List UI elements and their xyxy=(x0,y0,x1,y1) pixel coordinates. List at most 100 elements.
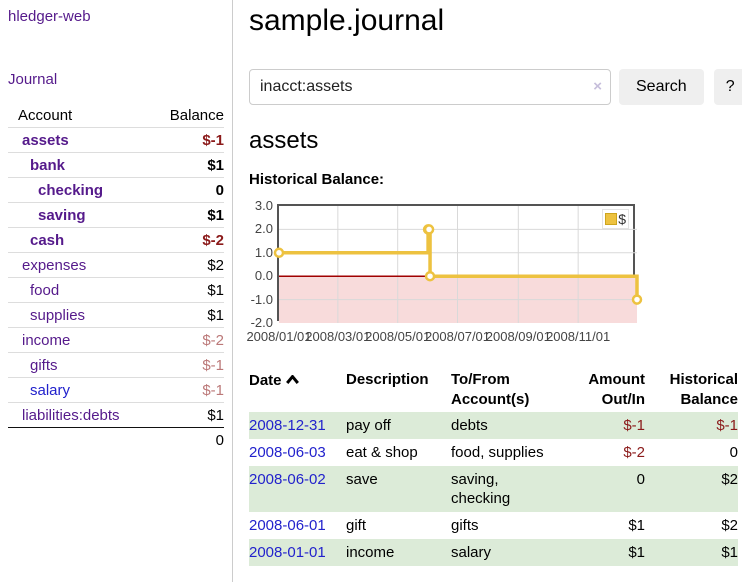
account-row: salary $-1 xyxy=(8,377,224,403)
account-balance: $-1 xyxy=(202,382,224,399)
register-row: 2008-01-01 income salary $1 $1 xyxy=(249,539,738,566)
y-axis-tick-label: -2.0 xyxy=(250,315,273,330)
transaction-amount: $1 xyxy=(628,517,645,534)
data-point-marker xyxy=(423,224,435,235)
register-header-date-label: Date xyxy=(249,372,282,389)
sidebar-account-link[interactable]: salary xyxy=(30,382,71,399)
y-axis-tick-label: 0.0 xyxy=(254,268,273,284)
transaction-description: gift xyxy=(346,517,367,534)
sidebar-account-link[interactable]: gifts xyxy=(30,357,58,374)
account-balance: $2 xyxy=(207,257,224,274)
sidebar-account-link[interactable]: expenses xyxy=(22,257,87,274)
register-header-accounts-line1: To/From xyxy=(451,371,510,388)
chart-legend: $ xyxy=(602,209,629,229)
register-row: 2008-06-01 gift gifts $1 $2 xyxy=(249,512,738,539)
transaction-date-link[interactable]: 2008-12-31 xyxy=(249,417,326,434)
sidebar-account-link[interactable]: liabilities:debts xyxy=(22,407,120,424)
account-row: assets $-1 xyxy=(8,127,224,153)
transaction-balance: $1 xyxy=(721,544,738,561)
account-heading: assets xyxy=(249,127,319,154)
account-balance: $-2 xyxy=(202,232,224,249)
transaction-accounts: salary xyxy=(451,544,492,561)
register-header-row: Date Description To/From Account(s) Amou… xyxy=(249,368,738,412)
account-row: income $-2 xyxy=(8,327,224,353)
brand-link[interactable]: hledger-web xyxy=(8,8,91,25)
sidebar-account-link[interactable]: checking xyxy=(38,182,104,199)
register-header-balance[interactable]: Historical Balance xyxy=(645,368,738,412)
account-row: cash $-2 xyxy=(8,227,224,253)
transaction-balance: $-1 xyxy=(716,417,738,434)
account-row: bank $1 xyxy=(8,152,224,178)
account-balance: $-1 xyxy=(202,132,224,149)
sidebar: hledger-web Journal Account Balance asse… xyxy=(0,0,233,582)
transaction-date-link[interactable]: 2008-06-01 xyxy=(249,517,326,534)
account-row: expenses $2 xyxy=(8,252,224,278)
transaction-balance: $2 xyxy=(721,471,738,488)
accounts-total-spacer xyxy=(8,427,154,452)
sidebar-account-link[interactable]: income xyxy=(22,332,71,349)
sidebar-account-link[interactable]: saving xyxy=(38,207,86,224)
clear-search-icon[interactable]: × xyxy=(593,78,602,95)
data-point-marker xyxy=(631,294,643,305)
sort-ascending-icon xyxy=(285,370,299,390)
transaction-date-link[interactable]: 2008-06-02 xyxy=(249,471,326,488)
y-axis-tick-label: -1.0 xyxy=(250,291,273,307)
transaction-accounts: saving, checking xyxy=(451,471,511,507)
accounts-table: Account Balance assets $-1 bank $1 checking 0… xyxy=(8,103,224,452)
account-balance: $-1 xyxy=(202,357,224,374)
y-axis-tick-label: 1.0 xyxy=(254,244,273,260)
account-balance: $1 xyxy=(207,282,224,299)
register-row: 2008-12-31 pay off debts $-1 $-1 xyxy=(249,412,738,439)
register-header-accounts[interactable]: To/From Account(s) xyxy=(451,368,561,412)
sidebar-account-link[interactable]: assets xyxy=(22,132,69,149)
accounts-total-row: 0 xyxy=(8,427,224,452)
x-axis-tick-label: 2008/05/01 xyxy=(365,329,431,344)
x-axis-tick-label: 2008/07/01 xyxy=(424,329,491,344)
account-row: saving $1 xyxy=(8,202,224,228)
transaction-description: income xyxy=(346,544,395,561)
register-header-balance-line1: Historical xyxy=(669,371,738,388)
sidebar-account-link[interactable]: food xyxy=(30,282,60,299)
register-header-amount-line2: Out/In xyxy=(601,391,645,408)
x-axis-tick-label: 2008/01/01 xyxy=(246,329,312,344)
transaction-description: save xyxy=(346,471,378,488)
main-content: sample.journal × Search ? assets Histori… xyxy=(233,0,742,582)
account-row: supplies $1 xyxy=(8,302,224,328)
account-balance: 0 xyxy=(215,182,224,199)
sidebar-account-link[interactable]: bank xyxy=(30,157,66,174)
account-row: food $1 xyxy=(8,277,224,303)
page-title: sample.journal xyxy=(249,4,445,37)
transaction-date-link[interactable]: 2008-01-01 xyxy=(249,544,326,561)
account-balance: $1 xyxy=(207,307,224,324)
accounts-header-account: Account xyxy=(18,107,73,124)
register-header-balance-line2: Balance xyxy=(680,391,738,408)
transaction-amount: $-2 xyxy=(623,444,645,461)
transaction-balance: 0 xyxy=(729,444,738,461)
register-row: 2008-06-02 save saving, checking 0 $2 xyxy=(249,466,738,512)
legend-label: $ xyxy=(618,211,626,227)
transaction-date-link[interactable]: 2008-06-03 xyxy=(249,444,326,461)
legend-swatch xyxy=(605,213,618,225)
transaction-accounts: food, supplies xyxy=(451,444,544,461)
data-point-marker xyxy=(273,247,285,259)
account-balance: $1 xyxy=(207,207,224,224)
register-header-amount[interactable]: Amount Out/In xyxy=(561,368,645,412)
help-button[interactable]: ? xyxy=(713,69,742,105)
register-header-date[interactable]: Date xyxy=(249,368,346,412)
data-point-marker xyxy=(424,270,436,282)
search-button[interactable]: Search xyxy=(619,69,704,105)
transaction-amount: 0 xyxy=(636,471,645,488)
register-header-description[interactable]: Description xyxy=(346,371,429,388)
sidebar-account-link[interactable]: supplies xyxy=(30,307,86,324)
account-balance: $-2 xyxy=(202,332,224,349)
chart-title: Historical Balance: xyxy=(249,171,385,188)
transaction-description: eat & shop xyxy=(346,444,418,461)
sidebar-item-journal[interactable]: Journal xyxy=(8,71,58,88)
search-input[interactable] xyxy=(249,69,611,105)
transaction-balance: $2 xyxy=(721,517,738,534)
transaction-description: pay off xyxy=(346,417,391,434)
register-table: Date Description To/From Account(s) Amou… xyxy=(249,368,738,566)
account-balance: $1 xyxy=(207,157,224,174)
sidebar-account-link[interactable]: cash xyxy=(30,232,65,249)
